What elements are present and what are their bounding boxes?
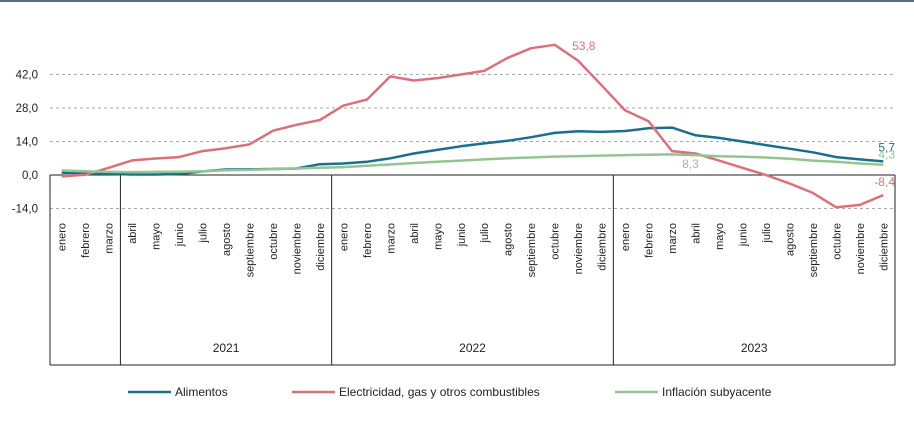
series-line [61, 153, 884, 174]
month-label: noviembre [573, 223, 585, 274]
month-label: septiembre [245, 223, 257, 277]
month-label: junio [456, 223, 468, 247]
month-label: abril [409, 223, 421, 244]
month-label: marzo [667, 223, 679, 254]
month-label: mayo [432, 223, 444, 250]
month-label: octubre [550, 223, 562, 260]
month-label: julio [479, 223, 491, 244]
month-label: junio [737, 223, 749, 247]
month-label: octubre [831, 223, 843, 260]
mid-label: 8,3 [682, 157, 699, 171]
month-label: agosto [221, 223, 233, 256]
legend-item-label: Alimentos [175, 385, 228, 399]
month-label: diciembre [597, 223, 609, 271]
month-label: agosto [503, 223, 515, 256]
series-line [61, 126, 884, 176]
y-tick-label: 28,0 [16, 103, 38, 115]
month-label: noviembre [855, 223, 867, 274]
month-label: diciembre [315, 223, 327, 271]
month-label: junio [174, 223, 186, 247]
month-label: agosto [784, 223, 796, 256]
data-labels: 5,7 -8,4 4,3 53,8 8,3 [572, 39, 895, 189]
month-label: febrero [362, 223, 374, 258]
month-label: enero [338, 223, 350, 251]
month-label: julio [761, 223, 773, 244]
series-line [61, 43, 884, 209]
month-label: enero [57, 223, 69, 251]
month-label: septiembre [526, 223, 538, 277]
month-label: marzo [385, 223, 397, 254]
month-label: julio [198, 223, 210, 244]
year-label: 2021 [213, 341, 240, 355]
month-label: abril [690, 223, 702, 244]
y-tick-label: 14,0 [16, 137, 38, 149]
legend-item-label: Electricidad, gas y otros combustibles [339, 385, 540, 399]
y-tick-label: -14,0 [12, 204, 38, 216]
month-label: octubre [268, 223, 280, 260]
gridlines [50, 74, 895, 209]
x-axis: enero febrero marzo abril mayo junio julio agos… [49, 174, 896, 366]
y-tick-label: 42,0 [16, 70, 38, 82]
year-label: 2022 [459, 341, 486, 355]
legend-item-label: Inflación subyacente [662, 385, 772, 399]
month-label: mayo [714, 223, 726, 250]
month-label: febrero [644, 223, 656, 258]
month-label: abril [127, 223, 139, 244]
y-tick-label: 0,0 [22, 170, 38, 182]
month-label: febrero [80, 223, 92, 258]
year-label: 2023 [741, 341, 768, 355]
month-label: enero [620, 223, 632, 251]
end-label: 5,7 [878, 140, 895, 154]
series-lines [61, 43, 884, 209]
end-label: 4,3 [878, 148, 895, 162]
month-label: marzo [104, 223, 116, 254]
month-label: diciembre [878, 223, 890, 271]
month-label: mayo [151, 223, 163, 250]
end-label: -8,4 [874, 175, 895, 189]
peak-label: 53,8 [572, 39, 596, 53]
month-label: noviembre [291, 223, 303, 274]
legend: Alimentos Electricidad, gas y otros combu… [128, 385, 772, 399]
y-axis: 42,0 28,0 14,0 0,0 -14,0 [12, 70, 38, 216]
month-label: septiembre [808, 223, 820, 277]
